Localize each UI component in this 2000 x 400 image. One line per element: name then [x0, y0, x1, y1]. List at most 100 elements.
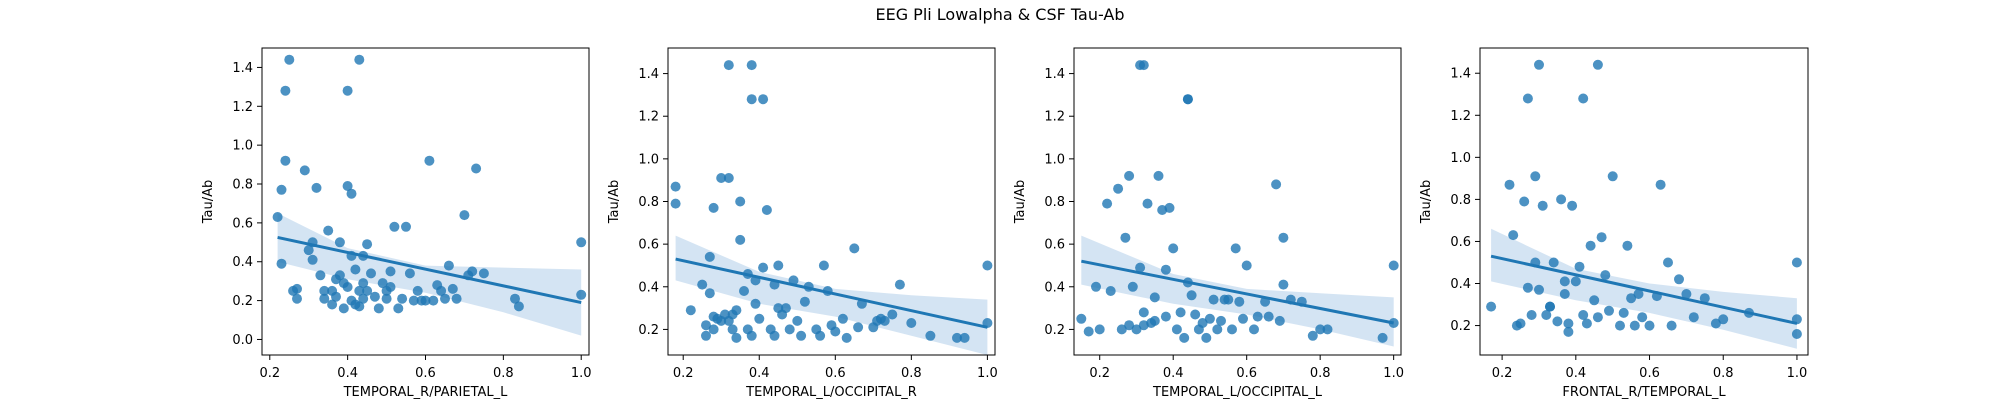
- y-tick-label: 1.2: [232, 100, 253, 115]
- data-point: [1377, 332, 1388, 343]
- data-point: [1504, 179, 1515, 190]
- data-point: [1182, 94, 1193, 105]
- data-point: [1135, 262, 1146, 273]
- data-point: [746, 330, 757, 341]
- data-point: [1160, 264, 1171, 275]
- x-tick-label: 1.0: [571, 366, 592, 381]
- data-point: [1534, 284, 1544, 295]
- x-tick-label: 0.8: [493, 366, 514, 381]
- data-point: [1515, 318, 1526, 329]
- y-tick-label: 1.0: [638, 152, 659, 167]
- regression-line: [675, 257, 988, 329]
- data-point: [342, 282, 353, 292]
- data-point: [315, 270, 326, 281]
- x-tick-label: 0.2: [259, 366, 280, 381]
- data-point: [408, 295, 419, 306]
- x-tick-label: 0.8: [1713, 366, 1734, 381]
- data-point: [1227, 324, 1237, 335]
- data-point: [1615, 320, 1625, 331]
- y-tick-label: 1.4: [232, 61, 253, 76]
- data-point: [1212, 324, 1223, 335]
- data-point: [849, 243, 860, 254]
- data-point: [1124, 170, 1135, 181]
- y-tick-label: 1.2: [1450, 109, 1471, 124]
- data-point: [670, 181, 681, 192]
- data-point: [362, 239, 373, 250]
- data-point: [404, 268, 415, 279]
- x-tick-label: 0.6: [825, 366, 846, 381]
- data-point: [354, 285, 365, 296]
- data-point: [1541, 310, 1552, 320]
- x-tick-label: 1.0: [1787, 366, 1808, 381]
- y-tick-label: 0.8: [1450, 193, 1471, 208]
- data-point: [879, 315, 890, 326]
- data-point: [1094, 324, 1105, 335]
- data-point: [1190, 309, 1201, 320]
- data-point: [708, 324, 719, 335]
- data-point: [342, 85, 353, 96]
- y-tick-label: 0.8: [638, 195, 659, 210]
- data-point: [342, 181, 353, 191]
- data-point: [1201, 332, 1212, 343]
- data-point: [311, 182, 322, 193]
- data-point: [358, 293, 369, 304]
- data-point: [447, 283, 458, 294]
- data-point: [723, 173, 734, 183]
- data-point: [731, 332, 742, 343]
- data-point: [1223, 294, 1234, 305]
- data-point: [327, 299, 338, 310]
- data-point: [1113, 183, 1124, 194]
- x-tick-label: 0.4: [1565, 366, 1586, 381]
- data-point: [1545, 301, 1555, 312]
- x-axis-label: TEMPORAL_R/PARIETAL_L: [343, 385, 509, 400]
- data-point: [1592, 312, 1603, 323]
- data-point: [1585, 240, 1596, 251]
- data-point: [731, 305, 742, 316]
- data-point: [1563, 326, 1574, 337]
- data-point: [894, 279, 905, 290]
- data-point: [818, 260, 829, 271]
- data-point: [1102, 198, 1113, 209]
- data-point: [1083, 326, 1094, 337]
- x-tick-label: 0.6: [1639, 366, 1660, 381]
- data-point: [1153, 170, 1164, 181]
- y-tick-label: 1.2: [638, 110, 659, 125]
- regression-line: [277, 235, 582, 305]
- data-point: [1216, 315, 1226, 326]
- data-point: [576, 237, 587, 248]
- data-point: [1127, 281, 1138, 292]
- data-point: [331, 291, 341, 302]
- data-point: [1559, 276, 1570, 287]
- data-point: [708, 202, 719, 213]
- data-point: [276, 184, 287, 195]
- data-point: [1160, 311, 1171, 322]
- data-point: [381, 293, 392, 304]
- data-point: [1271, 179, 1282, 190]
- data-point: [1186, 290, 1197, 301]
- data-point: [735, 234, 746, 245]
- data-point: [1578, 93, 1589, 104]
- data-point: [303, 245, 314, 256]
- data-point: [1537, 200, 1548, 211]
- data-point: [1208, 294, 1219, 305]
- data-point: [1278, 232, 1289, 243]
- data-point: [769, 330, 780, 341]
- x-axis-label: TEMPORAL_L/OCCIPITAL_L: [1152, 385, 1323, 400]
- x-tick-label: 1.0: [1383, 366, 1404, 381]
- data-point: [428, 295, 439, 306]
- data-point: [1681, 289, 1692, 299]
- data-point: [1629, 320, 1640, 331]
- data-point: [670, 198, 681, 209]
- x-axis-label: TEMPORAL_L/OCCIPITAL_R: [745, 385, 917, 400]
- data-point: [280, 85, 291, 96]
- data-point: [299, 165, 310, 176]
- data-point: [758, 262, 769, 273]
- y-tick-label: 0.0: [232, 333, 253, 348]
- data-point: [467, 266, 478, 277]
- data-point: [704, 288, 715, 299]
- data-point: [412, 285, 423, 296]
- data-point: [746, 94, 757, 105]
- data-point: [436, 285, 447, 296]
- data-point: [1519, 196, 1530, 207]
- data-point: [1791, 257, 1802, 268]
